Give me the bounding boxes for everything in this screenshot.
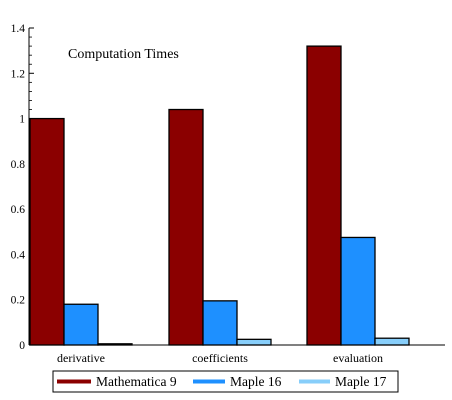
legend-label: Maple 16: [230, 374, 282, 389]
legend-label: Mathematica 9: [96, 374, 177, 389]
bars: [29, 45, 410, 346]
bar-mathematica-9-derivative: [29, 117, 65, 346]
y-tick-label: 0.4: [11, 249, 26, 261]
bar-maple-17-derivative: [97, 343, 133, 346]
legend: Mathematica 9 Maple 16 Maple 17: [52, 370, 399, 393]
x-category-label: coefficients: [192, 351, 248, 365]
bar-mathematica-9-coefficients: [168, 108, 204, 346]
y-tick-label: 0: [19, 340, 25, 352]
y-tick-label: 0.6: [11, 204, 26, 216]
y-tick-label: 0.8: [11, 159, 26, 171]
y-tick-label: 0.2: [11, 295, 26, 307]
x-category-label: evaluation: [333, 351, 383, 365]
chart-title: Computation Times: [68, 47, 179, 62]
bar-mathematica-9-evaluation: [306, 45, 342, 346]
axes: 0 0.2 0.4 0.6 0.8 1 1.2 1.4 derivative coefficien…: [11, 23, 445, 365]
legend-box: [52, 370, 399, 393]
x-category-label: derivative: [57, 351, 105, 365]
y-tick-label: 1: [19, 114, 25, 126]
bar-maple-16-coefficients: [202, 300, 238, 346]
y-tick-label: 1.4: [11, 23, 26, 35]
bar-maple-16-evaluation: [340, 236, 376, 346]
bar-maple-17-evaluation: [374, 337, 410, 346]
legend-label: Maple 17: [335, 374, 387, 389]
bar-maple-16-derivative: [63, 303, 99, 346]
y-tick-label: 1.2: [11, 68, 26, 80]
bar-maple-17-coefficients: [236, 338, 272, 346]
